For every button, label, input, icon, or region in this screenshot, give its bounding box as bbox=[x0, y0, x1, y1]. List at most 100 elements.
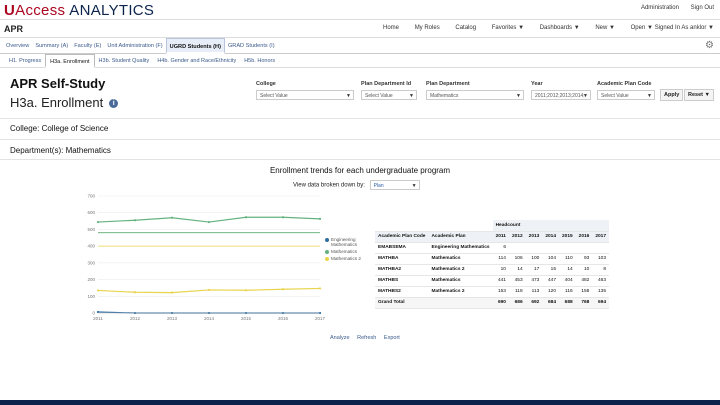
chart-grid bbox=[98, 195, 320, 314]
administration-link[interactable]: Administration bbox=[640, 5, 679, 11]
legend-item-mathematics[interactable]: Mathematics bbox=[325, 249, 365, 254]
column-header: 2012 bbox=[508, 231, 526, 243]
tab-unit-administration[interactable]: Unit Administration (F) bbox=[107, 43, 163, 49]
subtab-honors[interactable]: H5b. Honors bbox=[244, 58, 276, 64]
data-point[interactable] bbox=[170, 216, 174, 219]
y-tick-label: 0 bbox=[92, 311, 95, 316]
legend-label: Mathematics bbox=[331, 249, 358, 254]
chart-legend: Engineering Mathematics Mathematics Math… bbox=[325, 237, 365, 263]
export-link[interactable]: Export bbox=[383, 335, 400, 341]
x-axis: 2011 2012 2013 2014 2015 2016 2017 bbox=[93, 312, 326, 321]
subtab-progress[interactable]: H1. Progress bbox=[9, 58, 42, 64]
data-point[interactable] bbox=[318, 217, 322, 220]
divider bbox=[0, 159, 720, 160]
nav-favorites[interactable]: Favorites ▼ bbox=[491, 25, 525, 31]
data-point[interactable] bbox=[170, 291, 174, 294]
legend-item-mathematics-2[interactable]: Mathematics 2 bbox=[325, 256, 365, 261]
data-point[interactable] bbox=[96, 289, 100, 292]
table-row: MATHBA Mathematics 114 106 100 104 110 93 103 bbox=[375, 253, 610, 265]
signed-in-user-menu[interactable]: Signed In As anklor ▼ bbox=[654, 25, 714, 31]
table-cell: Engineering Mathematics bbox=[428, 242, 493, 254]
sign-out-link[interactable]: Sign Out bbox=[690, 5, 714, 11]
table-cell: Grand Total bbox=[375, 297, 429, 309]
y-tick-label: 500 bbox=[87, 227, 95, 232]
reference-lines bbox=[98, 232, 320, 247]
table-cell: Mathematics 2 bbox=[428, 286, 493, 298]
table-cell: 690 bbox=[492, 297, 509, 309]
table-cell: MATHBS bbox=[375, 275, 429, 287]
tab-ugrd-students[interactable]: UGRD Students (H) bbox=[165, 38, 225, 54]
data-point[interactable] bbox=[244, 216, 248, 219]
plan-department-id-select[interactable]: Select Value ▼ bbox=[361, 90, 417, 100]
table-cell: 110 bbox=[559, 253, 576, 265]
table-column-headers: Academic Plan Code Academic Plan 2011 2012 2… bbox=[375, 231, 610, 243]
tab-grad-students[interactable]: GRAD Students (I) bbox=[227, 43, 275, 49]
college-select[interactable]: Select Value ▼ bbox=[256, 90, 354, 100]
tab-faculty[interactable]: Faculty (E) bbox=[74, 43, 102, 49]
logo-analytics: ANALYTICS bbox=[69, 2, 155, 19]
table-cell: 473 bbox=[525, 275, 543, 287]
page-subtitle: H3a. Enrollment i bbox=[10, 95, 119, 110]
plan-department-select[interactable]: Mathematics ▼ bbox=[426, 90, 524, 100]
dashboard-tabs: Overview Summary (A) Faculty (E) Unit Ad… bbox=[3, 38, 278, 54]
subtab-student-quality[interactable]: H3b. Student Quality bbox=[98, 58, 150, 64]
table-cell: 103 bbox=[592, 253, 610, 265]
tab-overview[interactable]: Overview bbox=[6, 43, 30, 49]
y-tick-label: 200 bbox=[87, 277, 95, 282]
table-row: MATHBA2 Mathematics 2 10 14 17 15 14 10 8 bbox=[375, 264, 610, 276]
data-point[interactable] bbox=[133, 291, 137, 294]
data-point[interactable] bbox=[281, 288, 285, 291]
data-point[interactable] bbox=[318, 287, 322, 290]
table-cell: 17 bbox=[525, 264, 543, 276]
nav-new[interactable]: New ▼ bbox=[595, 25, 615, 31]
legend-item-engineering-mathematics[interactable]: Engineering Mathematics bbox=[325, 237, 365, 247]
data-point[interactable] bbox=[281, 216, 285, 219]
headcount-header: Headcount bbox=[492, 220, 610, 232]
y-tick-label: 300 bbox=[87, 260, 95, 265]
data-point[interactable] bbox=[96, 220, 100, 224]
refresh-link[interactable]: Refresh bbox=[357, 335, 377, 341]
x-tick-label: 2016 bbox=[278, 316, 289, 321]
college-heading: College: College of Science bbox=[10, 124, 109, 133]
breakdown-select[interactable]: Plan ▼ bbox=[369, 180, 420, 190]
academic-plan-code-select[interactable]: Select Value ▼ bbox=[597, 90, 655, 100]
uaccess-analytics-logo[interactable]: UAccess ANALYTICS bbox=[4, 2, 154, 19]
column-header: 2015 bbox=[559, 231, 576, 243]
table-cell: 120 bbox=[542, 286, 559, 298]
data-point[interactable] bbox=[244, 289, 248, 292]
enrollment-pivot-table: Headcount Academic Plan Code Academic Pla… bbox=[375, 220, 610, 309]
subtab-enrollment[interactable]: H3a. Enrollment bbox=[45, 54, 95, 68]
data-point[interactable] bbox=[207, 220, 211, 224]
top-links: Administration Sign Out bbox=[631, 5, 714, 11]
info-icon[interactable]: i bbox=[109, 99, 119, 109]
year-select[interactable]: 2011;2012;2013;2014; ▼ bbox=[531, 90, 591, 100]
chart-section-title: Enrollment trends for each undergraduate… bbox=[269, 166, 451, 175]
table-cell bbox=[508, 242, 526, 254]
tab-summary[interactable]: Summary (A) bbox=[35, 43, 69, 49]
gear-icon[interactable]: ⚙ bbox=[705, 40, 714, 51]
table-cell: 482 bbox=[575, 275, 593, 287]
table-cell bbox=[592, 242, 610, 254]
x-tick-label: 2014 bbox=[204, 316, 215, 321]
year-label: Year bbox=[531, 81, 543, 87]
column-header: Academic Plan Code bbox=[375, 231, 429, 243]
analyze-link[interactable]: Analyze bbox=[330, 335, 350, 341]
table-row: EMABSEMA Engineering Mathematics 6 bbox=[375, 242, 610, 254]
nav-my-roles[interactable]: My Roles bbox=[414, 25, 440, 31]
data-point[interactable] bbox=[133, 219, 137, 222]
subtab-gender-race[interactable]: H4b. Gender and Race/Ethnicity bbox=[157, 58, 237, 64]
reset-button[interactable]: Reset ▼ bbox=[684, 89, 714, 101]
app-name: APR bbox=[4, 24, 24, 34]
data-point[interactable] bbox=[96, 310, 100, 314]
table-cell: 10 bbox=[492, 264, 509, 276]
nav-open[interactable]: Open ▼ bbox=[630, 25, 653, 31]
nav-dashboards[interactable]: Dashboards ▼ bbox=[539, 25, 580, 31]
apply-button[interactable]: Apply bbox=[660, 89, 684, 101]
table-cell: Mathematics bbox=[428, 253, 493, 265]
data-point[interactable] bbox=[207, 288, 211, 292]
table-body: EMABSEMA Engineering Mathematics 6 MATHBA Ma… bbox=[375, 242, 610, 309]
college-prompt-label: College bbox=[256, 81, 276, 87]
nav-catalog[interactable]: Catalog bbox=[455, 25, 477, 31]
nav-home[interactable]: Home bbox=[383, 25, 400, 31]
